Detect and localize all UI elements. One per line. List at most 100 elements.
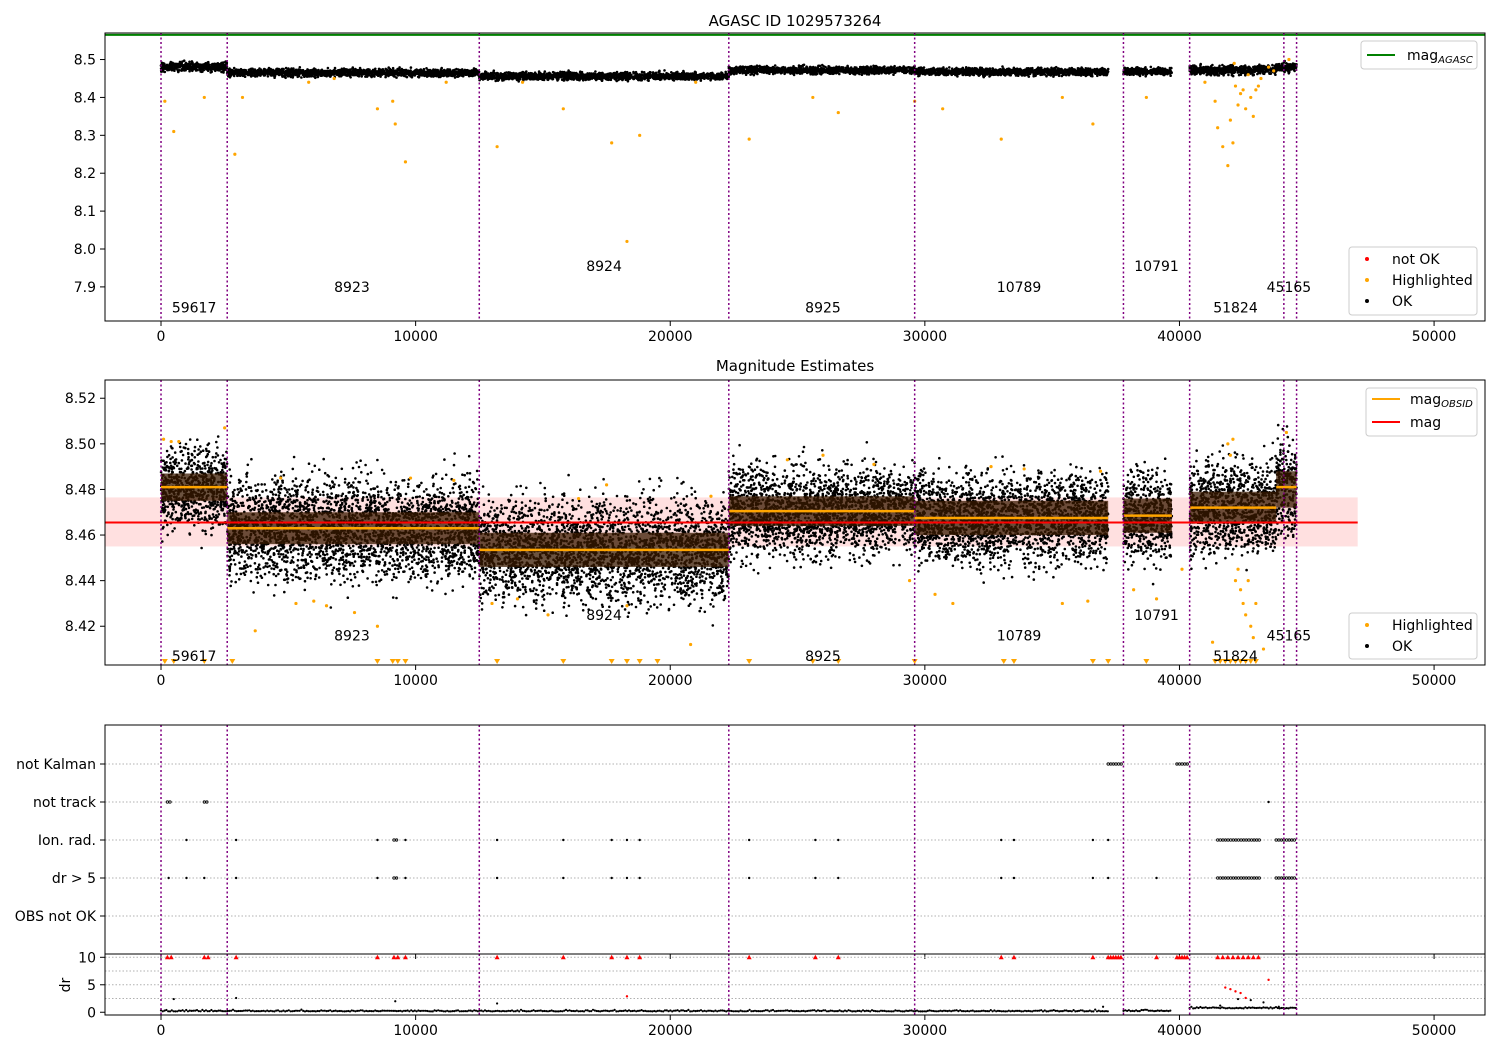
agasc-ok-point bbox=[294, 68, 298, 72]
agasc-ok-point bbox=[272, 69, 276, 73]
agasc-ok-point bbox=[839, 68, 842, 71]
agasc-ok-point bbox=[188, 60, 191, 64]
agasc-ok-point bbox=[444, 69, 448, 73]
agasc-ok-point bbox=[565, 74, 568, 77]
agasc-ok-point bbox=[327, 69, 331, 73]
agasc-ok-point bbox=[222, 69, 226, 72]
agasc-ok-point bbox=[825, 68, 829, 71]
agasc-ok-point bbox=[176, 62, 180, 66]
agasc-ok-point bbox=[193, 64, 196, 68]
agasc-ok-point bbox=[407, 69, 410, 73]
agasc-ok-point bbox=[299, 69, 303, 73]
agasc-ok-point bbox=[553, 73, 557, 77]
agasc-ok-point bbox=[699, 72, 703, 76]
agasc-ok-point bbox=[309, 71, 313, 75]
agasc-ok-point bbox=[294, 72, 298, 76]
agasc-ok-point bbox=[794, 68, 797, 72]
agasc-ok-point bbox=[287, 71, 291, 75]
agasc-ok-point bbox=[576, 74, 580, 77]
agasc-ok-point bbox=[184, 61, 188, 65]
agasc-ok-point bbox=[522, 75, 525, 79]
agasc-ok-point bbox=[615, 79, 618, 83]
agasc-ok-point bbox=[789, 66, 793, 70]
agasc-ok-point bbox=[201, 65, 205, 69]
agasc-ok-point bbox=[446, 68, 449, 71]
agasc-ok-point bbox=[709, 73, 712, 77]
agasc-ok-point bbox=[476, 71, 479, 74]
agasc-ok-point bbox=[861, 69, 864, 73]
agasc-ok-point bbox=[398, 66, 401, 69]
agasc-ok-point bbox=[391, 66, 395, 70]
agasc-ok-point bbox=[569, 76, 572, 79]
agasc-ok-point bbox=[502, 73, 506, 77]
agasc-ok-point bbox=[494, 79, 498, 83]
agasc-ok-point bbox=[763, 68, 767, 72]
agasc-ok-point bbox=[306, 68, 309, 71]
agasc-ok-point bbox=[594, 70, 597, 73]
agasc-ok-point bbox=[550, 76, 553, 79]
agasc-ok-point bbox=[411, 72, 414, 76]
agasc-ok-point bbox=[209, 71, 212, 74]
agasc-ok-point bbox=[891, 69, 894, 73]
agasc-ok-point bbox=[283, 75, 287, 79]
agasc-ok-point bbox=[439, 68, 443, 71]
agasc-ok-point bbox=[503, 77, 507, 81]
agasc-ok-point bbox=[639, 74, 643, 78]
agasc-ok-point bbox=[325, 71, 328, 74]
agasc-ok-point bbox=[333, 66, 337, 70]
agasc-ok-point bbox=[284, 69, 288, 73]
agasc-ok-point bbox=[786, 67, 789, 70]
agasc-ok-point bbox=[737, 68, 740, 72]
agasc-ok-point bbox=[164, 67, 168, 70]
agasc-ok-point bbox=[465, 72, 468, 76]
agasc-ok-point bbox=[184, 64, 187, 67]
agasc-ok-point bbox=[571, 73, 575, 77]
agasc-ok-point bbox=[317, 70, 321, 74]
agasc-ok-point bbox=[472, 67, 476, 70]
agasc-ok-point bbox=[567, 71, 571, 74]
agasc-ok-point bbox=[432, 75, 435, 78]
agasc-ok-point bbox=[269, 71, 272, 75]
agasc-ok-point bbox=[571, 76, 575, 79]
agasc-ok-point bbox=[266, 72, 269, 76]
agasc-ok-point bbox=[384, 75, 387, 79]
agasc-ok-point bbox=[171, 61, 174, 65]
agasc-ok-point bbox=[450, 71, 454, 74]
agasc-ok-point bbox=[810, 66, 813, 69]
agasc-ok-point bbox=[190, 60, 194, 63]
agasc-ok-point bbox=[265, 69, 269, 72]
agasc-ok-point bbox=[181, 65, 184, 68]
agasc-ok-point bbox=[188, 66, 192, 70]
agasc-ok-point bbox=[343, 72, 347, 76]
agasc-ok-point bbox=[469, 74, 473, 77]
agasc-ok-point bbox=[354, 68, 357, 72]
agasc-ok-point bbox=[422, 68, 426, 72]
agasc-ok-point bbox=[523, 71, 527, 75]
agasc-ok-point bbox=[197, 63, 201, 66]
agasc-ok-point bbox=[496, 75, 499, 78]
agasc-ok-point bbox=[261, 71, 264, 74]
agasc-ok-point bbox=[195, 65, 199, 68]
agasc-ok-point bbox=[495, 77, 499, 80]
agasc-ok-point bbox=[258, 67, 261, 70]
agasc-ok-point bbox=[319, 74, 322, 77]
agasc-ok-point bbox=[835, 67, 838, 70]
agasc-ok-point bbox=[658, 78, 662, 82]
agasc-ok-point bbox=[247, 68, 251, 72]
agasc-ok-point bbox=[604, 73, 607, 77]
agasc-ok-point bbox=[326, 73, 330, 77]
agasc-ok-point bbox=[543, 74, 546, 78]
agasc-ok-point bbox=[758, 64, 761, 68]
agasc-ok-point bbox=[298, 66, 302, 69]
agasc-ok-point bbox=[178, 64, 182, 68]
agasc-ok-point bbox=[640, 79, 643, 82]
agasc-ok-point bbox=[758, 70, 762, 74]
agasc-ok-point bbox=[614, 77, 618, 80]
agasc-ok-point bbox=[779, 68, 782, 71]
agasc-ok-point bbox=[663, 76, 666, 80]
agasc-ok-point bbox=[903, 68, 906, 71]
agasc-ok-point bbox=[282, 68, 285, 71]
agasc-ok-point bbox=[182, 59, 186, 62]
agasc-ok-point bbox=[453, 76, 457, 79]
agasc-ok-point bbox=[583, 75, 586, 78]
